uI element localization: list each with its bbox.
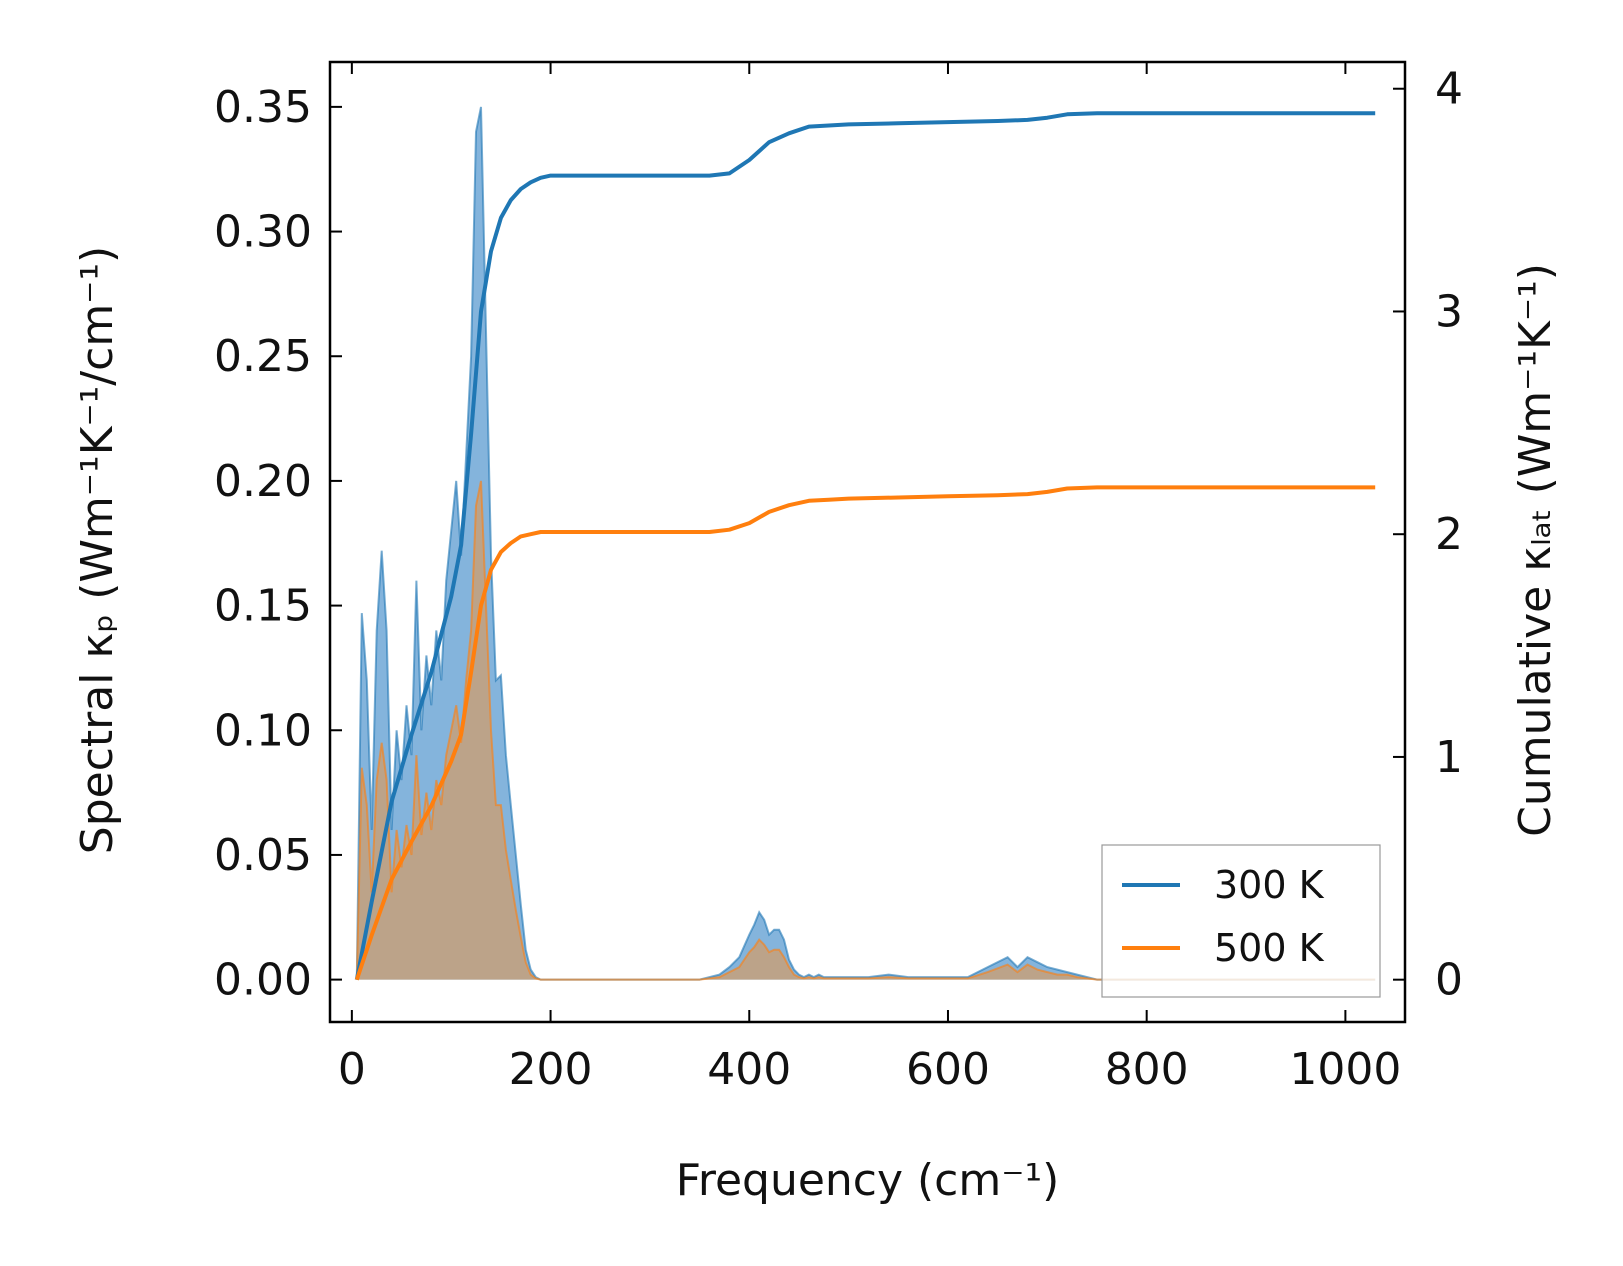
spectral-line-300k <box>355 106 1376 981</box>
cumulative-line-500k <box>354 485 1376 981</box>
x-tick-label: 200 <box>509 1044 593 1095</box>
x-tick-label: 800 <box>1105 1044 1189 1095</box>
y-right-axis-ticks: 0 1 2 3 4 <box>1393 64 1463 1006</box>
spectral-fills <box>355 106 1376 981</box>
legend-box <box>1101 844 1381 998</box>
y-right-tick-label: 3 <box>1435 286 1463 337</box>
y-left-tick-label: 0.20 <box>214 456 312 507</box>
x-axis-ticks: 0 200 400 600 800 1000 <box>338 62 1401 1095</box>
y-right-tick-label: 0 <box>1435 955 1463 1006</box>
y-left-tick-label: 0.00 <box>214 955 312 1006</box>
y-right-tick-label: 4 <box>1435 64 1463 115</box>
y-left-tick-label: 0.30 <box>214 207 312 258</box>
y-left-axis-ticks: 0.00 0.05 0.10 0.15 0.20 0.25 0.30 0.35 <box>214 82 342 1006</box>
legend-label-300k: 300 K <box>1214 863 1325 907</box>
y-right-tick-label: 1 <box>1435 732 1463 783</box>
x-tick-label: 0 <box>338 1044 366 1095</box>
cumulative-line-300k <box>354 111 1376 981</box>
y-left-axis-label: Spectral κₚ (Wm⁻¹K⁻¹/cm⁻¹) <box>72 246 123 854</box>
x-tick-label: 600 <box>906 1044 990 1095</box>
data-lines <box>354 111 1376 981</box>
legend: 300 K 500 K <box>1101 844 1381 998</box>
y-left-tick-label: 0.25 <box>214 331 312 382</box>
spectral-fill-500k <box>356 480 1376 980</box>
y-left-tick-label: 0.10 <box>214 705 312 756</box>
x-axis-label: Frequency (cm⁻¹) <box>676 1155 1060 1206</box>
y-left-tick-label: 0.35 <box>214 82 312 133</box>
y-left-tick-label: 0.15 <box>214 581 312 632</box>
y-right-axis-label: Cumulative κₗₐₜ (Wm⁻¹K⁻¹) <box>1510 263 1561 837</box>
y-left-tick-label: 0.05 <box>214 830 312 881</box>
x-tick-label: 400 <box>707 1044 791 1095</box>
x-tick-label: 1000 <box>1289 1044 1401 1095</box>
spectral-line-500k <box>355 480 1376 981</box>
legend-label-500k: 500 K <box>1214 926 1325 970</box>
y-right-tick-label: 2 <box>1435 509 1463 560</box>
plot-frame <box>328 60 1407 1024</box>
